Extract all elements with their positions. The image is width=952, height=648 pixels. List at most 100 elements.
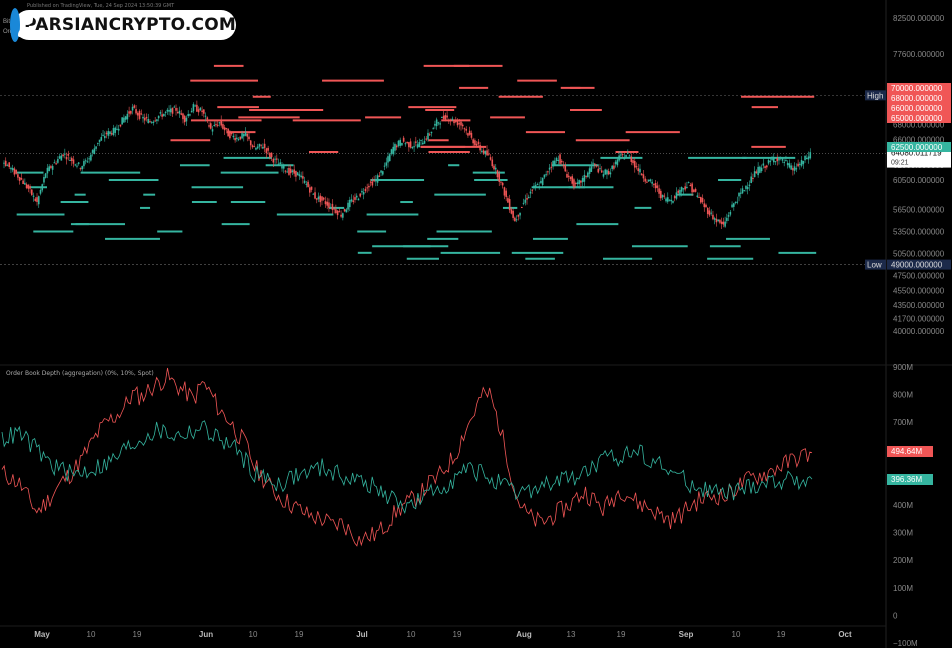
time-tick-label: 10 — [732, 630, 741, 639]
candle-body — [161, 114, 163, 117]
candle-body — [58, 156, 61, 159]
candle-body — [717, 219, 719, 222]
candle-body — [411, 147, 414, 149]
candle-body — [43, 177, 45, 183]
candle-body — [194, 105, 196, 107]
candle-body — [460, 121, 462, 126]
candle-body — [738, 192, 740, 197]
time-tick-label: Oct — [838, 630, 852, 639]
candle-body — [197, 109, 200, 113]
candle-body — [708, 210, 711, 216]
candle-body — [382, 171, 384, 175]
candle-body — [376, 175, 379, 183]
candle-body — [171, 107, 174, 114]
candle-body — [496, 170, 499, 178]
candle-body — [670, 199, 673, 202]
candle-body — [90, 154, 92, 161]
candle-body — [72, 159, 75, 164]
candle-body — [593, 163, 596, 165]
candle-body — [31, 189, 33, 195]
candle-body — [559, 154, 561, 164]
low-tag: Low — [867, 261, 882, 270]
candle-body — [62, 154, 64, 157]
candle-body — [347, 202, 349, 210]
candle-body — [477, 141, 480, 145]
candle-body — [661, 194, 664, 198]
candle-body — [658, 188, 660, 194]
candle-body — [41, 184, 44, 191]
candle-body — [103, 135, 106, 139]
candle-body — [739, 192, 742, 194]
candle-body — [771, 159, 773, 161]
candle-body — [387, 156, 389, 163]
candle-body — [352, 200, 355, 202]
candle-body — [521, 206, 523, 208]
candle-body — [522, 202, 525, 204]
depth-tick-label: −100M — [893, 639, 918, 648]
candle-body — [20, 178, 23, 180]
candle-body — [302, 176, 304, 179]
candle-body — [239, 136, 242, 140]
candle-body — [621, 154, 624, 156]
candle-body — [64, 153, 66, 155]
candle-body — [196, 104, 198, 112]
candle-body — [170, 108, 172, 113]
candle-body — [362, 192, 365, 195]
candle-body — [743, 190, 746, 192]
candle-body — [614, 161, 617, 165]
candle-body — [427, 132, 429, 140]
candle-body — [183, 115, 186, 123]
price-tick-label: 40000.000000 — [893, 327, 945, 336]
candle-body — [620, 154, 622, 156]
candle-body — [86, 161, 89, 163]
price-tick-label: 56500.000000 — [893, 205, 945, 214]
candle-body — [672, 201, 674, 203]
candle-body — [805, 157, 808, 160]
bid-level-label: 62500.000000 — [891, 143, 943, 152]
watermark-logo: PARSIANCRYPTO.COM — [10, 8, 236, 42]
candle-body — [705, 204, 707, 208]
candle-body — [734, 201, 737, 203]
time-tick-label: 19 — [453, 630, 462, 639]
candle-body — [383, 165, 386, 167]
candle-body — [800, 160, 803, 166]
candle-body — [270, 152, 273, 158]
candle-body — [729, 211, 732, 215]
candle-body — [597, 168, 600, 173]
candle-body — [159, 112, 162, 114]
candle-body — [24, 182, 26, 185]
candle-body — [599, 168, 601, 170]
candle-body — [209, 123, 212, 129]
candle-body — [536, 184, 539, 186]
candle-body — [307, 181, 309, 188]
candle-body — [232, 135, 235, 138]
candle-body — [15, 169, 17, 174]
candle-body — [255, 148, 257, 150]
candle-body — [272, 158, 275, 163]
candle-body — [282, 164, 285, 169]
candle-body — [185, 117, 188, 122]
candle-body — [713, 218, 716, 220]
candle-body — [67, 153, 70, 156]
candle-body — [797, 163, 799, 167]
candle-body — [220, 119, 223, 126]
candle-body — [776, 158, 779, 162]
candle-body — [117, 128, 120, 131]
candle-body — [409, 141, 412, 148]
candle-body — [453, 121, 455, 124]
candle-body — [686, 186, 688, 188]
candle-body — [442, 115, 445, 119]
candle-body — [262, 146, 264, 149]
candle-body — [595, 165, 598, 167]
candle-body — [305, 183, 308, 185]
depth-tick-label: 400M — [893, 501, 913, 510]
candle-body — [406, 141, 408, 143]
candle-body — [698, 196, 700, 198]
candle-body — [472, 139, 474, 144]
candle-body — [55, 163, 57, 165]
candle-body — [29, 186, 31, 189]
candle-body — [766, 165, 768, 168]
candle-body — [213, 124, 216, 127]
candle-body — [65, 156, 68, 160]
candle-body — [573, 179, 575, 188]
